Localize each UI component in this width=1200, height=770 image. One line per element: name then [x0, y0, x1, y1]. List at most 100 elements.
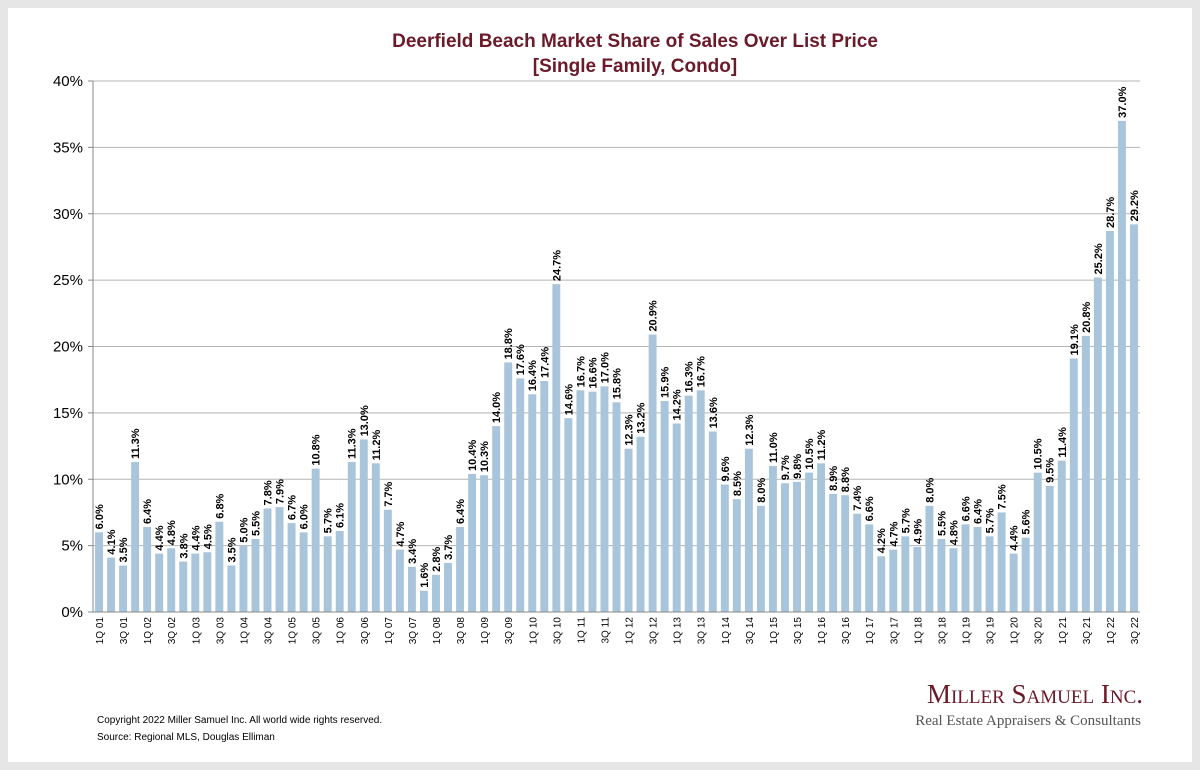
- value-label: 9.7%: [780, 455, 792, 480]
- bar: [901, 536, 910, 612]
- value-label: 10.5%: [804, 438, 816, 469]
- value-label: 8.9%: [828, 466, 840, 491]
- x-tick-label: 3Q 15: [793, 617, 804, 645]
- value-label: 13.0%: [359, 405, 371, 436]
- bar: [468, 473, 477, 612]
- value-label: 5.5%: [250, 511, 262, 536]
- x-tick-label: 1Q 16: [817, 617, 828, 645]
- value-label: 4.4%: [190, 525, 202, 550]
- value-label: 6.4%: [142, 499, 154, 524]
- value-label: 5.7%: [323, 508, 335, 533]
- bar: [805, 472, 814, 612]
- value-label: 6.4%: [455, 499, 467, 524]
- value-label: 4.8%: [166, 520, 178, 545]
- value-label: 4.4%: [1009, 525, 1021, 550]
- x-tick-label: 3Q 11: [600, 617, 611, 644]
- bar: [961, 524, 970, 612]
- x-tick-label: 3Q 19: [986, 617, 997, 645]
- value-label: 12.3%: [624, 414, 636, 445]
- x-tick-label: 1Q 04: [239, 617, 250, 645]
- value-label: 7.5%: [997, 484, 1009, 509]
- value-label: 1.6%: [419, 562, 431, 587]
- x-tick-label: 1Q 08: [432, 617, 443, 645]
- value-label: 14.2%: [672, 389, 684, 420]
- bar: [215, 521, 224, 612]
- value-label: 3.4%: [407, 539, 419, 564]
- bar: [1021, 537, 1030, 612]
- bar: [143, 527, 152, 612]
- x-tick-label: 1Q 20: [1010, 617, 1021, 645]
- value-label: 4.4%: [154, 525, 166, 550]
- value-label: 7.7%: [383, 481, 395, 506]
- x-tick-label: 1Q 01: [95, 617, 106, 645]
- x-tick-label: 3Q 06: [360, 617, 371, 645]
- x-tick-label: 3Q 07: [408, 617, 419, 645]
- bar: [323, 536, 332, 612]
- source: Source: Regional MLS, Douglas Elliman: [97, 732, 275, 743]
- y-tick-label: 0%: [61, 604, 83, 621]
- value-label: 16.4%: [527, 360, 539, 391]
- value-label: 11.0%: [768, 432, 780, 463]
- value-label: 17.4%: [539, 347, 551, 378]
- value-label: 8.8%: [840, 467, 852, 492]
- bar: [432, 574, 440, 612]
- x-tick-label: 1Q 15: [769, 617, 780, 645]
- bar: [251, 538, 260, 612]
- value-label: 3.5%: [118, 537, 130, 562]
- x-tick-label: 3Q 10: [552, 617, 563, 645]
- value-label: 5.5%: [936, 511, 948, 536]
- bar: [263, 508, 272, 612]
- value-label: 4.7%: [395, 521, 407, 546]
- x-tick-label: 1Q 06: [336, 617, 347, 645]
- bar: [1105, 231, 1114, 612]
- bar: [239, 545, 248, 612]
- bar: [672, 423, 681, 612]
- value-label: 3.5%: [226, 537, 238, 562]
- bar: [1045, 485, 1054, 612]
- value-label: 9.5%: [1045, 458, 1057, 483]
- value-label: 16.6%: [587, 357, 599, 388]
- x-tick-label: 3Q 17: [889, 617, 900, 645]
- value-label: 10.4%: [467, 440, 479, 471]
- bar: [119, 565, 128, 612]
- bar: [299, 532, 308, 612]
- copyright: Copyright 2022 Miller Samuel Inc. All wo…: [97, 715, 382, 726]
- x-tick-label: 1Q 07: [384, 617, 395, 645]
- value-label: 6.7%: [287, 495, 299, 520]
- bar: [419, 590, 428, 612]
- x-tick-label: 1Q 12: [625, 617, 636, 645]
- x-tick-label: 3Q 20: [1034, 617, 1045, 645]
- value-label: 8.0%: [924, 478, 936, 503]
- y-tick-label: 40%: [53, 73, 83, 90]
- bar: [155, 553, 164, 612]
- bar: [624, 448, 633, 612]
- y-tick-label: 30%: [53, 206, 83, 223]
- value-label: 11.3%: [347, 428, 359, 459]
- x-tick-label: 1Q 14: [721, 617, 732, 645]
- bar: [528, 394, 537, 612]
- bar: [853, 513, 862, 612]
- x-tick-label: 1Q 19: [962, 617, 973, 645]
- value-label: 16.7%: [696, 356, 708, 387]
- bar: [720, 484, 729, 612]
- x-tick-label: 1Q 10: [528, 617, 539, 645]
- y-tick-label: 15%: [53, 405, 83, 422]
- x-tick-label: 1Q 03: [191, 617, 202, 645]
- bar: [371, 463, 380, 612]
- chart-title: Deerfield Beach Market Share of Sales Ov…: [392, 31, 878, 52]
- value-label: 11.3%: [130, 428, 142, 459]
- brand: Miller Samuel Inc.: [927, 679, 1143, 709]
- value-label: 16.7%: [575, 356, 587, 387]
- x-tick-label: 1Q 18: [913, 617, 924, 645]
- value-label: 6.6%: [961, 496, 973, 521]
- value-label: 17.6%: [515, 344, 527, 375]
- bar: [793, 481, 801, 612]
- value-label: 5.7%: [900, 508, 912, 533]
- bar: [732, 499, 741, 612]
- bar: [179, 561, 188, 612]
- bar: [516, 378, 525, 612]
- bar: [817, 463, 826, 612]
- bar: [636, 436, 645, 612]
- value-label: 15.9%: [660, 367, 672, 398]
- value-label: 20.9%: [648, 300, 660, 331]
